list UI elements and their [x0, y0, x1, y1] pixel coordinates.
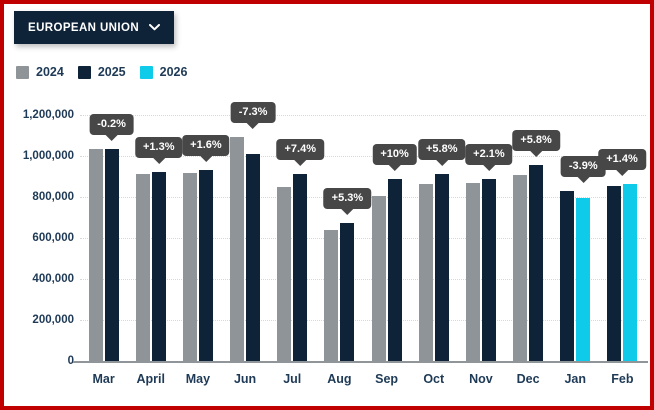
plot-area: -0.2% +1.3% +1.6% -7.3% +7.4% +5.3% +10% +5.8% +…: [73, 102, 648, 363]
legend-item-2024[interactable]: 2024: [16, 65, 64, 79]
legend-item-2025[interactable]: 2025: [77, 65, 126, 79]
change-callout-feb: +1.4%: [598, 148, 646, 170]
bar-2025-feb[interactable]: [607, 186, 622, 361]
bar-2024-april[interactable]: [135, 174, 150, 361]
change-callout-jun: -7.3%: [230, 102, 276, 124]
bar-2025-sep[interactable]: [387, 179, 402, 361]
bar-2026-jan[interactable]: [576, 197, 591, 361]
change-callout-oct: +5.8%: [418, 138, 466, 160]
y-axis-label-1000000: 1,000,000: [22, 150, 74, 162]
x-axis-label-may: May: [185, 372, 211, 386]
y-axis-label-200000: 200,000: [32, 314, 74, 326]
bar-2024-jun[interactable]: [230, 137, 245, 361]
change-callout-jan: -3.9%: [560, 155, 606, 177]
bar-2024-mar[interactable]: [88, 148, 103, 361]
gridline: [80, 156, 646, 157]
x-axis-label-feb: Feb: [611, 372, 634, 386]
x-axis-label-april: April: [136, 372, 165, 386]
bar-2025-april[interactable]: [151, 172, 166, 361]
legend-item-2026[interactable]: 2026: [139, 65, 188, 79]
x-axis-label-dec: Dec: [516, 372, 540, 386]
legend-swatch-icon-2025: [77, 65, 91, 79]
bar-2024-oct[interactable]: [418, 183, 433, 361]
x-axis-line: [73, 361, 648, 363]
legend-label-2025: 2025: [97, 65, 126, 79]
region-dropdown-label: EUROPEAN UNION: [28, 21, 140, 34]
change-callout-jul: +7.4%: [276, 139, 324, 161]
bar-2025-nov[interactable]: [481, 179, 496, 361]
change-callout-may: +1.6%: [182, 135, 230, 157]
bar-2025-mar[interactable]: [104, 149, 119, 361]
gridline: [80, 279, 646, 280]
change-callout-sep: +10%: [372, 144, 417, 166]
x-axis-label-aug: Aug: [327, 372, 352, 386]
change-callout-dec: +5.8%: [512, 129, 560, 151]
region-dropdown[interactable]: EUROPEAN UNION: [14, 11, 175, 44]
bar-2024-jul[interactable]: [277, 187, 292, 361]
bar-2024-nov[interactable]: [465, 182, 480, 361]
bar-2025-may[interactable]: [198, 170, 213, 361]
legend-swatch-icon-2024: [16, 65, 29, 79]
chart-legend: 2024 2025 2026: [16, 65, 187, 79]
y-axis: 0 200,000 400,000 600,000 800,000 1,000,000 1,…: [4, 109, 74, 367]
bar-2024-sep[interactable]: [371, 195, 386, 361]
change-callout-nov: +2.1%: [465, 144, 513, 166]
chevron-down-icon: [149, 24, 161, 31]
x-axis-label-jan: Jan: [564, 372, 586, 386]
x-axis-label-jun: Jun: [233, 372, 257, 386]
x-axis: Mar April May Jun Jul Aug Sep Oct Nov Dec Jan Feb: [80, 372, 646, 392]
bar-2025-jan[interactable]: [560, 190, 575, 361]
x-axis-label-oct: Oct: [423, 372, 445, 386]
bar-2025-jun[interactable]: [246, 153, 261, 361]
x-axis-label-nov: Nov: [469, 372, 493, 386]
gridline: [80, 320, 646, 321]
bar-2024-dec[interactable]: [513, 175, 528, 361]
y-axis-label-400000: 400,000: [32, 273, 74, 285]
bar-2025-dec[interactable]: [529, 164, 544, 361]
bar-2024-may[interactable]: [182, 173, 197, 361]
legend-label-2026: 2026: [159, 65, 188, 79]
bar-2026-feb[interactable]: [623, 183, 638, 361]
gridline: [80, 115, 646, 116]
x-axis-label-jul: Jul: [283, 372, 302, 386]
bar-2025-aug[interactable]: [340, 223, 355, 361]
y-axis-label-0: 0: [67, 355, 74, 367]
bar-2024-aug[interactable]: [324, 230, 339, 361]
y-axis-label-600000: 600,000: [32, 232, 74, 244]
bar-2025-jul[interactable]: [293, 174, 308, 361]
bar-2025-oct[interactable]: [434, 173, 449, 361]
x-axis-label-mar: Mar: [92, 372, 115, 386]
y-axis-label-800000: 800,000: [32, 191, 74, 203]
gridline: [80, 238, 646, 239]
change-callout-aug: +5.3%: [323, 188, 372, 210]
legend-label-2024: 2024: [36, 65, 64, 79]
change-callout-april: +1.3%: [135, 137, 183, 158]
change-callout-mar: -0.2%: [89, 113, 134, 135]
x-axis-label-sep: Sep: [375, 372, 399, 386]
y-axis-label-1200000: 1,200,000: [22, 109, 74, 121]
legend-swatch-icon-2026: [139, 65, 153, 79]
